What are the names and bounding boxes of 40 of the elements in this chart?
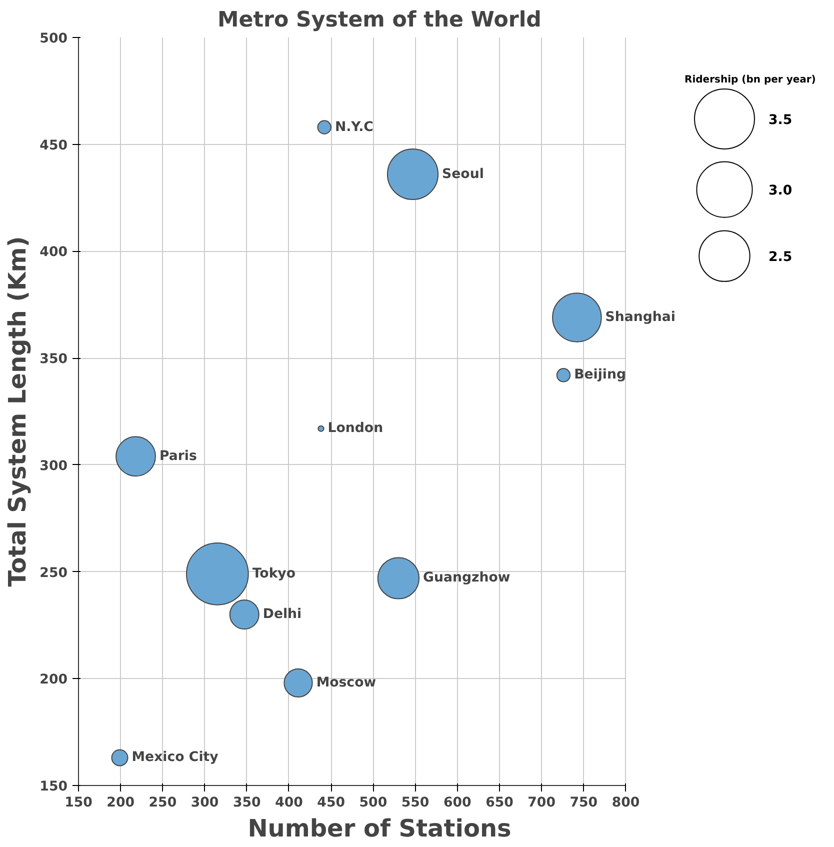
y-tick-label: 200 [40, 672, 68, 688]
x-tick-label: 150 [64, 796, 92, 810]
x-tick-label: 500 [359, 796, 388, 810]
x-tick-label: 550 [401, 796, 430, 810]
legend-label: 3.5 [768, 112, 792, 128]
x-tick-label: 200 [106, 796, 135, 810]
x-tick-label: 650 [486, 796, 514, 810]
x-tick-label: 700 [528, 796, 556, 810]
x-tick-label: 600 [443, 796, 472, 810]
annotation: Tokyo [252, 566, 296, 582]
annotation: N.Y.C [334, 120, 374, 135]
y-tick-label: 500 [40, 32, 68, 46]
y-tick-label: 450 [40, 138, 68, 154]
annotation: Guangzhow [423, 570, 510, 586]
x-tick-label: 250 [148, 796, 177, 810]
y-tick-label: 400 [40, 245, 68, 260]
y-tick-label: 300 [40, 458, 68, 474]
legend-label: 3.0 [768, 184, 792, 199]
x-tick-label: 350 [232, 796, 261, 810]
x-axis-title: Number of Stations [248, 814, 512, 842]
annotation: Moscow [316, 675, 376, 690]
annotation: London [328, 421, 384, 436]
y-tick-label: 150 [40, 780, 68, 794]
y-tick-label: 250 [40, 566, 68, 581]
annotation: Mexico City [132, 750, 219, 766]
chart-title: Metro System of the World [218, 8, 542, 32]
y-tick-label: 350 [40, 352, 68, 368]
annotation: Seoul [442, 166, 484, 182]
legend-label: 2.5 [768, 250, 792, 266]
x-tick-label: 450 [317, 796, 346, 810]
x-tick-label: 750 [570, 796, 598, 810]
legend-title: Ridership (bn per year) [684, 74, 816, 86]
annotation: Delhi [262, 607, 302, 622]
annotation: Beijing [574, 368, 626, 383]
x-tick-label: 300 [190, 796, 219, 810]
annotation: Paris [159, 448, 198, 464]
x-tick-label: 400 [275, 796, 303, 810]
x-tick-label: 800 [612, 796, 640, 810]
y-axis-title: Total System Length (Km) [4, 236, 32, 587]
annotation: Shanghai [605, 310, 676, 325]
